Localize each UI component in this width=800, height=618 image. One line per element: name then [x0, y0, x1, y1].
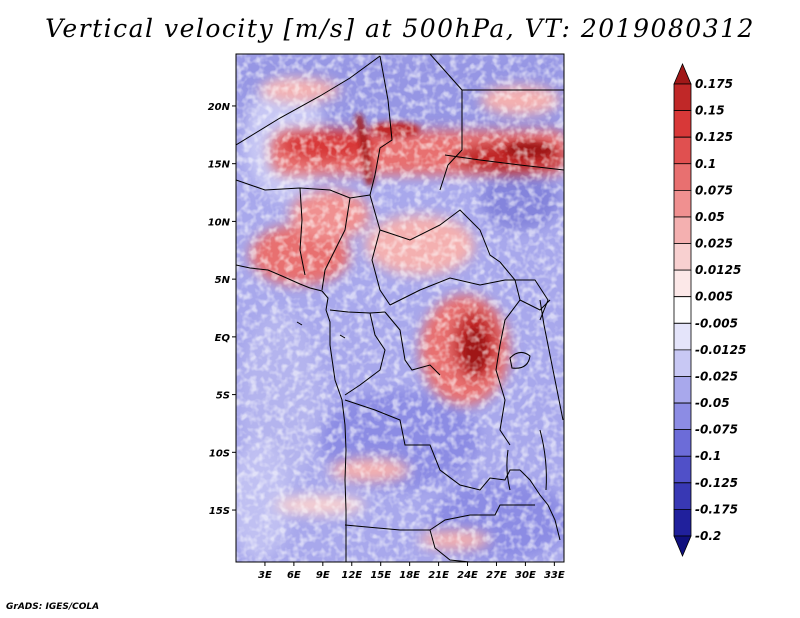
border-car-drc — [389, 277, 506, 306]
colorbar-segment — [673, 269, 692, 298]
border-nw — [236, 55, 381, 146]
map-frame — [235, 53, 565, 563]
colorbar-label: 0.025 — [695, 237, 733, 251]
lat-tick-label: 15S — [209, 506, 230, 517]
lat-tick-label: 5S — [216, 391, 230, 402]
colorbar-segment — [673, 243, 692, 271]
colorbar-label: -0.005 — [695, 316, 738, 330]
border-chad-car — [379, 209, 501, 263]
colorbar-label: -0.2 — [695, 529, 721, 543]
lon-tick-label: 24E — [457, 570, 478, 581]
colorbar-segment — [673, 62, 692, 85]
colorbar-label: 0.15 — [695, 104, 725, 118]
lon-tick-label: 21E — [428, 570, 449, 581]
colorbar-segment — [673, 322, 692, 351]
colorbar-label: -0.025 — [695, 369, 738, 383]
colorbar-label: 0.0125 — [695, 263, 741, 277]
border-angola-drc — [344, 399, 520, 491]
colorbar-segment — [673, 376, 692, 404]
lon-tick-label: 33E — [544, 570, 565, 581]
border-sahel — [236, 179, 371, 199]
border-benin-nigeria — [299, 187, 306, 276]
west-coastline — [236, 264, 347, 562]
colorbar-label: 0.005 — [695, 290, 733, 304]
country-borders — [236, 54, 564, 562]
lon-tick-label: 9E — [316, 570, 330, 581]
border-congo-drc — [384, 311, 441, 376]
colorbar-label: -0.125 — [695, 476, 738, 490]
lake-malawi — [539, 429, 547, 491]
border-namibia-botswana — [429, 529, 471, 562]
colorbar-label: -0.05 — [695, 396, 730, 410]
border-congo — [344, 312, 386, 396]
colorbar-label: 0.125 — [695, 130, 733, 144]
colorbar-label: 0.1 — [695, 157, 716, 171]
velocity-field — [236, 54, 564, 562]
colorbar-label: 0.175 — [695, 77, 733, 91]
lat-tick-label: 10N — [208, 217, 231, 228]
colorbar-segment — [673, 110, 692, 138]
colorbar-segment — [673, 402, 692, 431]
colorbar-segment — [673, 189, 692, 218]
colorbar-label: -0.0125 — [695, 343, 746, 357]
colorbar-segment — [673, 535, 692, 558]
lon-tick-label: 12E — [341, 570, 362, 581]
map-title: Vertical velocity [m/s] at 500hPa, VT: 2… — [45, 14, 755, 43]
border-drc-east — [495, 261, 521, 446]
colorbar-segment — [673, 163, 692, 191]
colorbar-label: -0.075 — [695, 423, 738, 437]
border-chad-sudan — [429, 54, 463, 191]
colorbar-label: 0.075 — [695, 183, 733, 197]
colorbar-label: -0.175 — [695, 502, 738, 516]
colorbar-label: -0.1 — [695, 449, 721, 463]
gulf-islands — [296, 321, 346, 339]
colorbar-segment — [673, 429, 692, 457]
east-coastline — [539, 299, 564, 421]
lake-tanganyika — [506, 449, 511, 491]
border-sudan-south — [444, 154, 564, 171]
border-malawi — [519, 469, 561, 541]
border-south-sudan — [505, 279, 549, 321]
colorbar-segment — [673, 349, 692, 377]
colorbar-segment — [673, 136, 692, 165]
lake-victoria — [509, 352, 531, 369]
colorbar-label: 0.05 — [695, 210, 725, 224]
border-uganda-kenya — [519, 299, 551, 311]
border-nigeria-cameroon — [321, 197, 351, 291]
colorbar: 0.175 0.15 0.125 0.1 0.075 0.05 0.025 0.0125 0.0… — [673, 62, 746, 558]
colorbar-segment — [673, 83, 692, 111]
border-cameroon-car — [369, 194, 391, 306]
border-gabon-cameroon — [329, 309, 386, 314]
colorbar-segment — [673, 482, 692, 510]
lon-tick-label: 6E — [287, 570, 301, 581]
lat-tick-label: 10S — [209, 448, 230, 459]
lat-tick-label: 20N — [208, 102, 231, 113]
colorbar-segment — [673, 455, 692, 484]
lat-tick-label: EQ — [215, 333, 231, 344]
colorbar-segment — [673, 216, 692, 244]
field-noise — [236, 54, 564, 562]
lon-tick-label: 27E — [486, 570, 507, 581]
lon-tick-label: 30E — [515, 570, 536, 581]
lon-tick-label: 15E — [370, 570, 391, 581]
lon-axis: 3E 6E 9E 12E 15E 18E 21E 24E 27E 30E 33E — [258, 562, 565, 581]
colorbar-segment — [673, 509, 692, 537]
lat-tick-label: 15N — [208, 160, 231, 171]
lat-axis: 20N 15N 10N 5N EQ 5S 10S 15S — [208, 102, 236, 517]
border-niger-chad — [369, 55, 393, 196]
lon-tick-label: 3E — [258, 570, 272, 581]
border-angola-zambia — [344, 504, 535, 531]
grads-footer: GrADS: IGES/COLA — [6, 602, 100, 612]
lon-tick-label: 18E — [399, 570, 420, 581]
colorbar-segment — [673, 296, 692, 324]
lat-tick-label: 5N — [215, 275, 231, 286]
